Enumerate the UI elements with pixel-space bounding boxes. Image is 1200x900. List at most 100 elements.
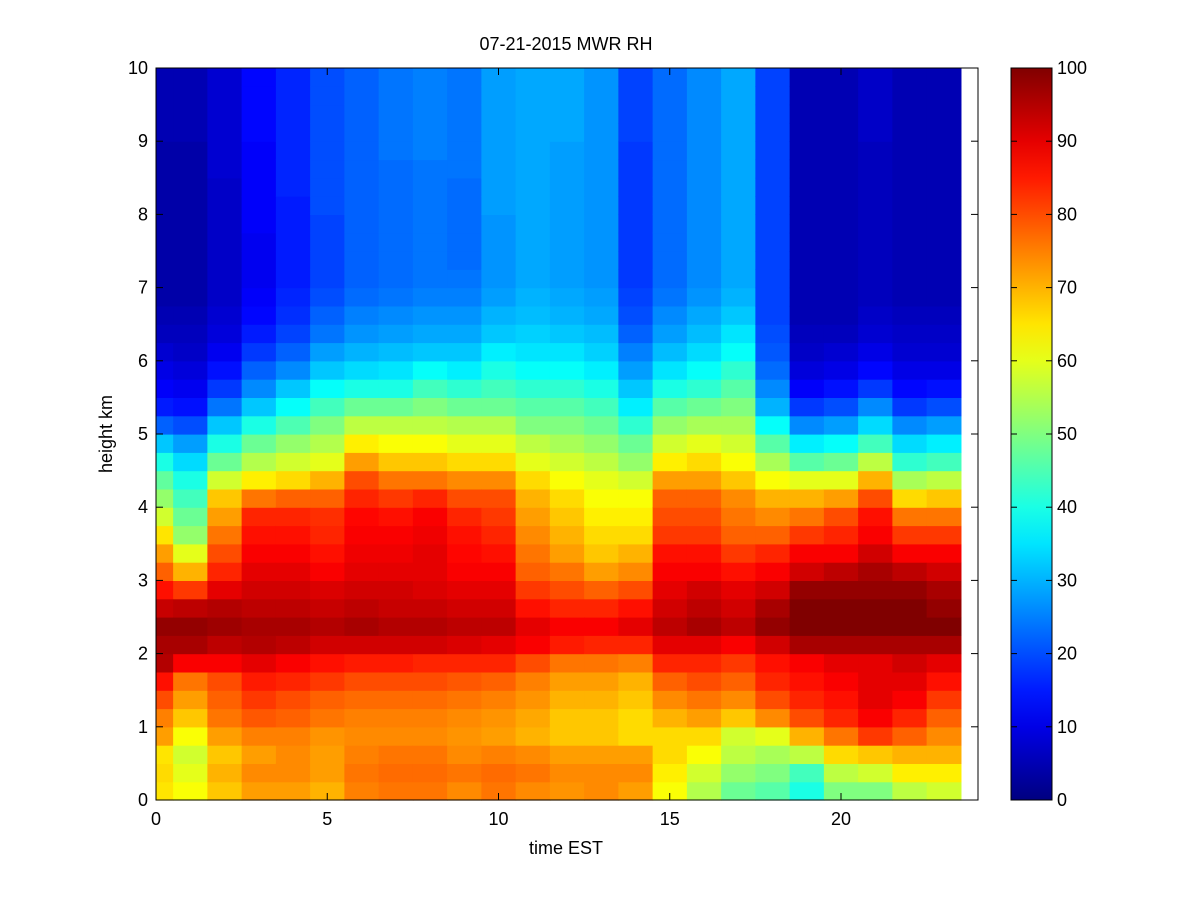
heatmap-cell (378, 397, 414, 417)
heatmap-cell (858, 617, 893, 636)
heatmap-cell (584, 214, 619, 234)
heatmap-cell (515, 525, 551, 545)
heatmap-cell (173, 122, 208, 142)
heatmap-cell (275, 708, 311, 728)
heatmap-cell (755, 86, 791, 106)
heatmap-cell (549, 379, 585, 398)
heatmap-cell (618, 104, 654, 124)
heatmap-cell (549, 653, 585, 673)
heatmap-cell (823, 488, 859, 508)
heatmap-cell (241, 470, 277, 490)
heatmap-cell (584, 177, 619, 197)
heatmap-cell (652, 324, 688, 344)
heatmap-cell (207, 617, 243, 636)
heatmap-cell (173, 214, 208, 234)
heatmap-cell (926, 287, 962, 307)
heatmap-cell (926, 470, 962, 490)
heatmap-cell (241, 287, 277, 307)
heatmap-cell (156, 379, 174, 398)
heatmap-cell (789, 507, 825, 527)
heatmap-cell (447, 580, 482, 600)
heatmap-cell (447, 360, 482, 380)
heatmap-cell (207, 122, 243, 142)
heatmap-cell (344, 470, 380, 490)
heatmap-cell (549, 763, 585, 783)
heatmap-cell (584, 196, 619, 215)
heatmap-cell (789, 580, 825, 600)
heatmap-cell (618, 287, 654, 307)
heatmap-cell (344, 360, 380, 380)
heatmap-cell (481, 653, 517, 673)
heatmap-cell (515, 562, 551, 581)
y-tick-label: 10 (128, 58, 148, 78)
heatmap-cell (584, 434, 619, 453)
heatmap-cell (447, 434, 482, 453)
heatmap-cell (926, 251, 962, 270)
heatmap-cell (481, 159, 517, 179)
heatmap-cell (310, 122, 345, 142)
heatmap-cell (789, 324, 825, 344)
heatmap-cell (686, 671, 722, 691)
heatmap-cell (652, 104, 688, 124)
heatmap-cell (892, 763, 928, 783)
heatmap-cell (378, 324, 414, 344)
heatmap-cell (686, 598, 722, 618)
heatmap-cell (310, 580, 345, 600)
heatmap-cell (755, 781, 791, 801)
heatmap-cell (275, 251, 311, 270)
heatmap-cell (481, 177, 517, 197)
heatmap-cell (686, 342, 722, 362)
heatmap-cell (481, 415, 517, 435)
heatmap-cell (721, 104, 756, 124)
heatmap-cell (156, 214, 174, 234)
heatmap-cell (584, 397, 619, 417)
heatmap-cell (447, 470, 482, 490)
heatmap-cell (412, 68, 448, 87)
heatmap-cell (207, 488, 243, 508)
y-tick-label: 9 (138, 131, 148, 151)
heatmap-cell (892, 342, 928, 362)
heatmap-cell (275, 470, 311, 490)
heatmap-cell (926, 507, 962, 527)
heatmap-cell (549, 360, 585, 380)
y-tick-label: 0 (138, 790, 148, 810)
heatmap-cell (926, 598, 962, 618)
heatmap-cell (344, 251, 380, 270)
heatmap-cell (721, 342, 756, 362)
heatmap-cell (789, 68, 825, 87)
heatmap-cell (344, 86, 380, 106)
heatmap-cell (618, 562, 654, 581)
heatmap-cell (447, 397, 482, 417)
heatmap-cell (241, 507, 277, 527)
heatmap-cell (412, 690, 448, 710)
heatmap-cell (892, 507, 928, 527)
heatmap-cell (447, 726, 482, 746)
heatmap-cell (652, 397, 688, 417)
heatmap-cell (823, 543, 859, 563)
heatmap-cell (755, 507, 791, 527)
heatmap-cell (755, 397, 791, 417)
heatmap-cell (823, 141, 859, 161)
heatmap-cell (858, 177, 893, 197)
heatmap-cell (344, 543, 380, 563)
heatmap-cell (275, 745, 311, 764)
heatmap-cell (481, 598, 517, 618)
heatmap-cell (207, 470, 243, 490)
heatmap-cell (207, 342, 243, 362)
heatmap-cell (549, 122, 585, 142)
heatmap-cell (584, 452, 619, 472)
heatmap-cell (447, 452, 482, 472)
heatmap-cell (310, 214, 345, 234)
heatmap-cell (789, 781, 825, 801)
heatmap-cell (156, 232, 174, 252)
heatmap-cell (173, 488, 208, 508)
heatmap-cell (858, 525, 893, 545)
heatmap-cell (549, 177, 585, 197)
heatmap-cell (241, 635, 277, 655)
heatmap-cell (926, 269, 962, 289)
heatmap-cell (652, 159, 688, 179)
heatmap-cell (344, 763, 380, 783)
heatmap-cell (755, 470, 791, 490)
y-tick-label: 6 (138, 351, 148, 371)
heatmap-cell (207, 434, 243, 453)
